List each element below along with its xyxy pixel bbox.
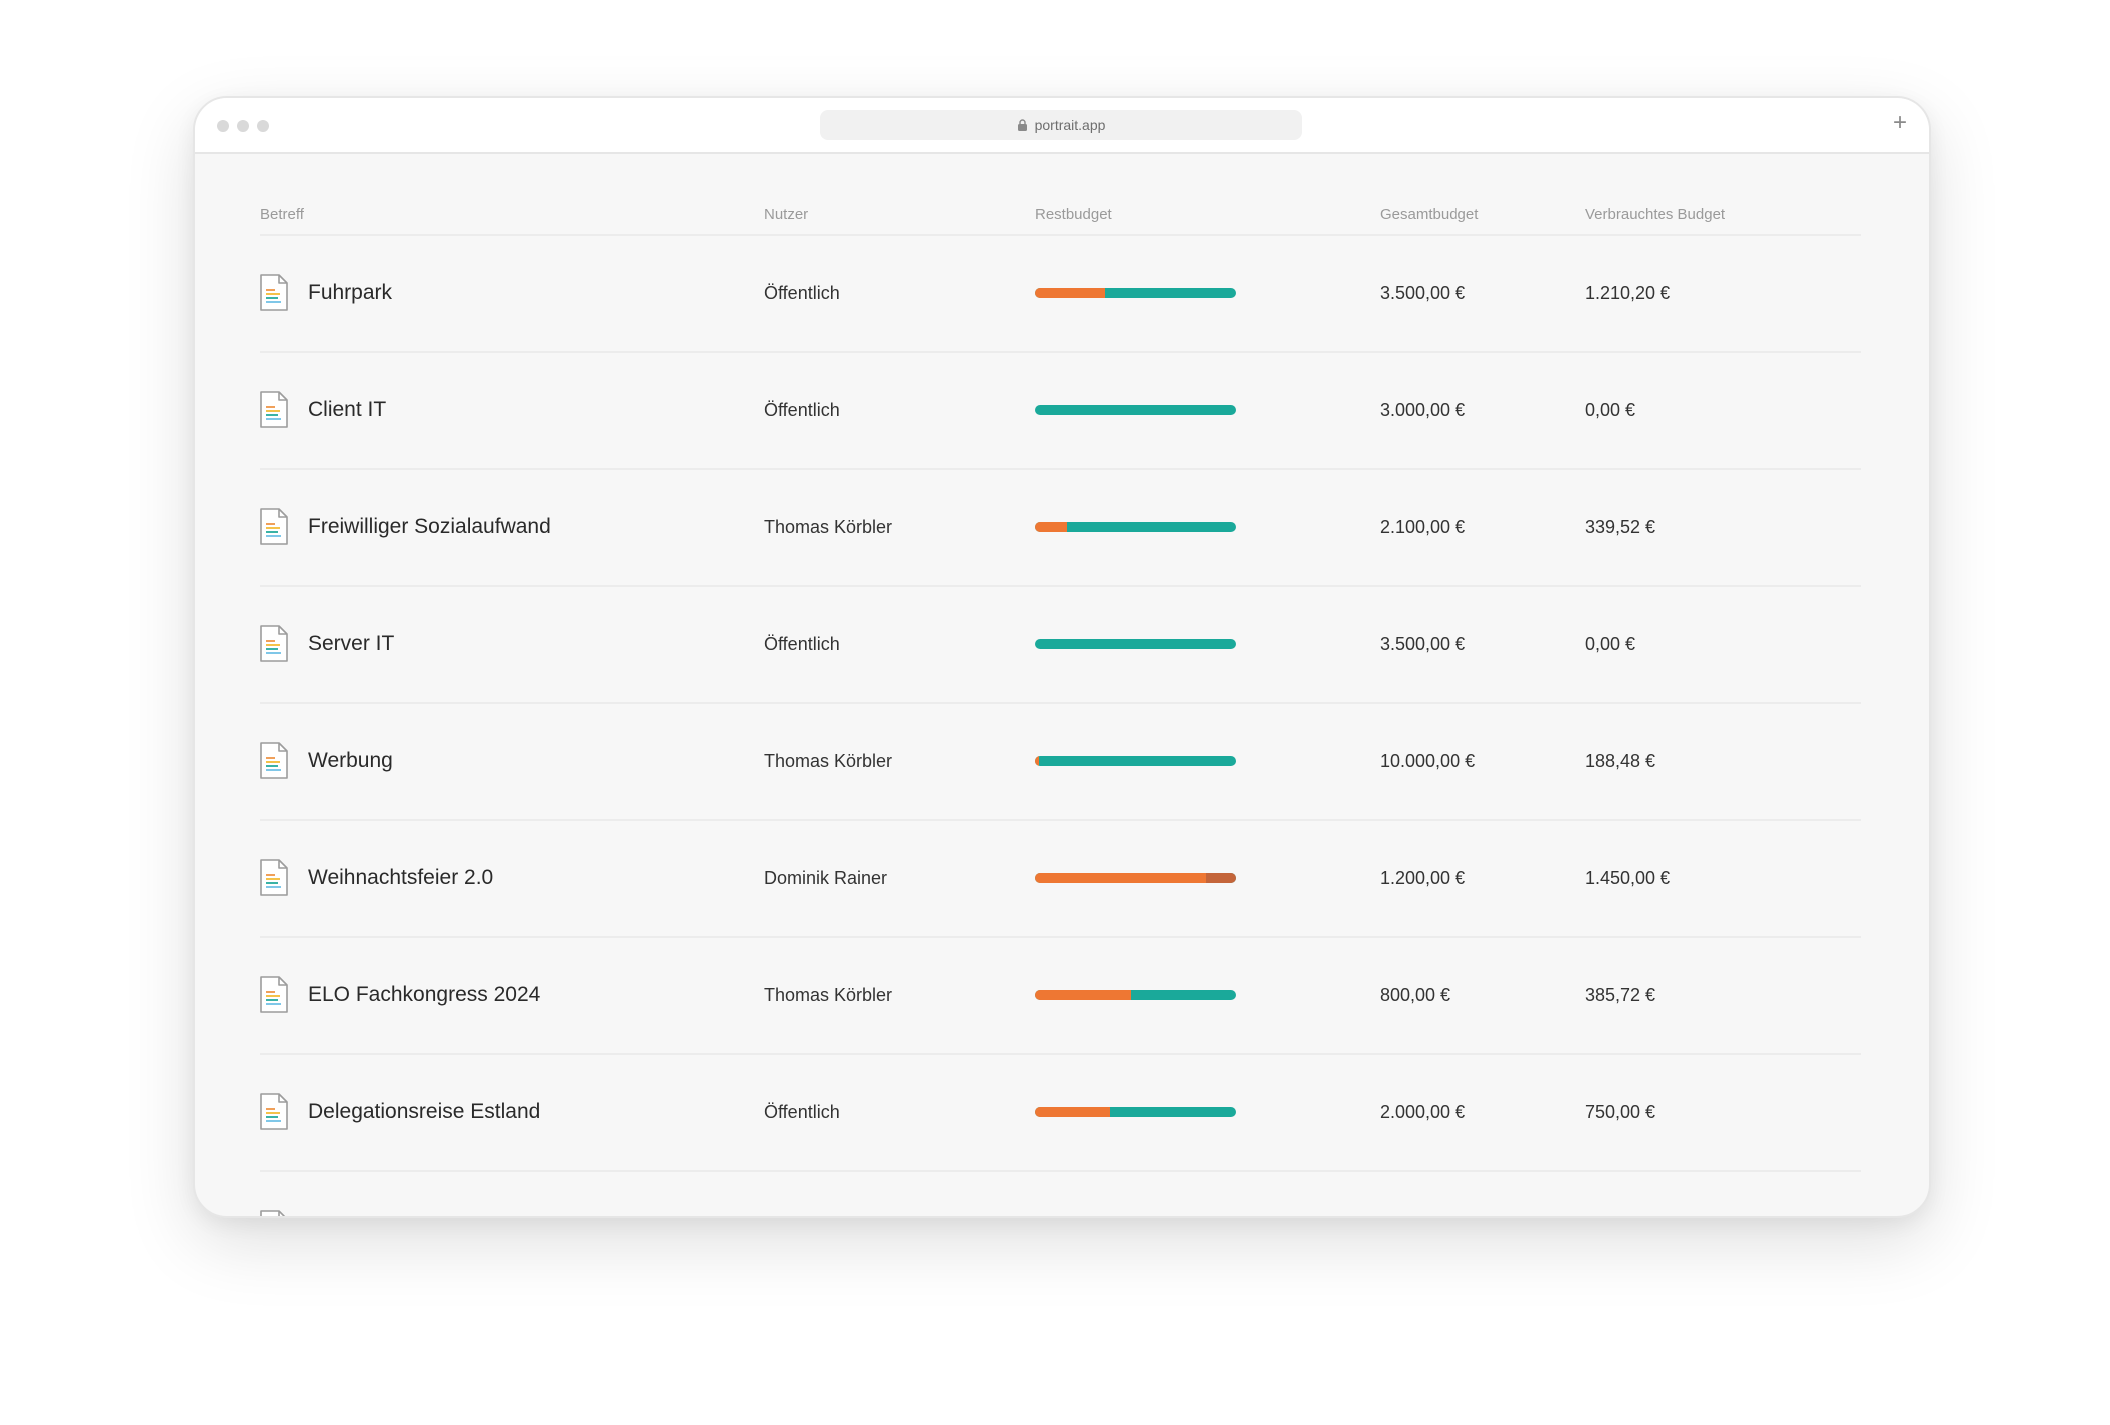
row-total-budget: 3.000,00 €: [1380, 400, 1466, 420]
browser-window: portrait.app + Betreff Nutzer Restbudget…: [193, 96, 1931, 1218]
remaining-budget-bar: [1035, 756, 1236, 766]
table-body: Fuhrpark Öffentlich 3.500,00 € 1.210,20 …: [260, 236, 1861, 1216]
budget-table: Betreff Nutzer Restbudget Gesamtbudget V…: [260, 152, 1861, 1216]
used-budget-fill: [1035, 1107, 1111, 1117]
row-user: Öffentlich: [764, 283, 840, 303]
document-icon: [260, 859, 288, 896]
document-icon: [260, 625, 288, 662]
column-header-subject[interactable]: Betreff: [260, 206, 304, 223]
row-spent-budget: 188,48 €: [1585, 751, 1656, 771]
document-icon: [260, 1093, 288, 1130]
used-budget-fill: [1035, 756, 1040, 766]
row-user: Dominik Rainer: [764, 868, 888, 888]
column-header-user[interactable]: Nutzer: [764, 206, 809, 223]
row-user: Öffentlich: [764, 634, 840, 654]
column-header-spent[interactable]: Verbrauchtes Budget: [1585, 206, 1726, 223]
table-row[interactable]: [260, 1172, 1861, 1216]
table-row[interactable]: Client IT Öffentlich 3.000,00 € 0,00 €: [260, 353, 1861, 470]
url-text: portrait.app: [1034, 117, 1106, 133]
table-row[interactable]: Fuhrpark Öffentlich 3.500,00 € 1.210,20 …: [260, 236, 1861, 353]
row-spent-budget: 1.450,00 €: [1585, 868, 1671, 888]
row-total-budget: 3.500,00 €: [1380, 634, 1466, 654]
remaining-budget-bar: [1035, 522, 1236, 532]
row-subject: Client IT: [308, 398, 387, 421]
remaining-budget-bar: [1035, 990, 1236, 1000]
row-user: Thomas Körbler: [764, 517, 893, 537]
row-subject: ELO Fachkongress 2024: [308, 983, 541, 1006]
table-row[interactable]: Delegationsreise Estland Öffentlich 2.00…: [260, 1055, 1861, 1172]
document-icon: [260, 742, 288, 779]
row-spent-budget: 1.210,20 €: [1585, 283, 1671, 303]
row-total-budget: 2.000,00 €: [1380, 1102, 1466, 1122]
row-subject: Delegationsreise Estland: [308, 1100, 541, 1123]
table-row[interactable]: Weihnachtsfeier 2.0 Dominik Rainer 1.200…: [260, 821, 1861, 938]
remaining-budget-bar: [1035, 288, 1236, 298]
table-row[interactable]: ELO Fachkongress 2024 Thomas Körbler 800…: [260, 938, 1861, 1055]
column-header-total[interactable]: Gesamtbudget: [1380, 206, 1479, 223]
row-total-budget: 1.200,00 €: [1380, 868, 1466, 888]
used-budget-fill: [1035, 288, 1106, 298]
remaining-budget-bar: [1035, 1107, 1236, 1117]
table-row[interactable]: Server IT Öffentlich 3.500,00 € 0,00 €: [260, 587, 1861, 704]
remaining-budget-bar: [1035, 405, 1236, 415]
document-icon: [260, 508, 288, 545]
new-tab-plus-icon[interactable]: +: [1892, 109, 1907, 136]
remaining-budget-bar: [1035, 639, 1236, 649]
document-icon: [260, 1210, 286, 1216]
window-close-dot[interactable]: [217, 120, 229, 132]
row-spent-budget: 750,00 €: [1585, 1102, 1656, 1122]
row-user: Öffentlich: [764, 1102, 840, 1122]
row-total-budget: 800,00 €: [1380, 985, 1451, 1005]
row-spent-budget: 0,00 €: [1585, 634, 1636, 654]
used-budget-fill: [1035, 873, 1206, 883]
row-total-budget: 10.000,00 €: [1380, 751, 1476, 771]
row-spent-budget: 339,52 €: [1585, 517, 1656, 537]
document-icon: [260, 274, 288, 311]
row-subject: Fuhrpark: [308, 281, 393, 304]
document-icon: [260, 976, 288, 1013]
browser-titlebar: portrait.app +: [195, 98, 1929, 154]
row-user: Thomas Körbler: [764, 751, 893, 771]
over-budget-fill: [1205, 873, 1236, 883]
row-subject: Freiwilliger Sozialaufwand: [308, 515, 551, 538]
row-total-budget: 2.100,00 €: [1380, 517, 1466, 537]
table-header: Betreff Nutzer Restbudget Gesamtbudget V…: [260, 152, 1861, 236]
row-spent-budget: 0,00 €: [1585, 400, 1636, 420]
row-subject: Werbung: [308, 749, 393, 772]
url-bar[interactable]: portrait.app: [820, 110, 1302, 140]
remaining-budget-bar: [1035, 873, 1236, 883]
column-header-remaining[interactable]: Restbudget: [1035, 206, 1112, 223]
row-subject: Server IT: [308, 632, 395, 655]
window-maximize-dot[interactable]: [257, 120, 269, 132]
window-minimize-dot[interactable]: [237, 120, 249, 132]
row-total-budget: 3.500,00 €: [1380, 283, 1466, 303]
row-spent-budget: 385,72 €: [1585, 985, 1656, 1005]
row-user: Thomas Körbler: [764, 985, 893, 1005]
used-budget-fill: [1035, 522, 1068, 532]
document-icon: [260, 391, 288, 428]
row-subject: Weihnachtsfeier 2.0: [308, 866, 494, 889]
table-row[interactable]: Werbung Thomas Körbler 10.000,00 € 188,4…: [260, 704, 1861, 821]
row-user: Öffentlich: [764, 400, 840, 420]
table-row[interactable]: Freiwilliger Sozialaufwand Thomas Körble…: [260, 470, 1861, 587]
used-budget-fill: [1035, 990, 1132, 1000]
lock-icon: [1017, 119, 1027, 131]
